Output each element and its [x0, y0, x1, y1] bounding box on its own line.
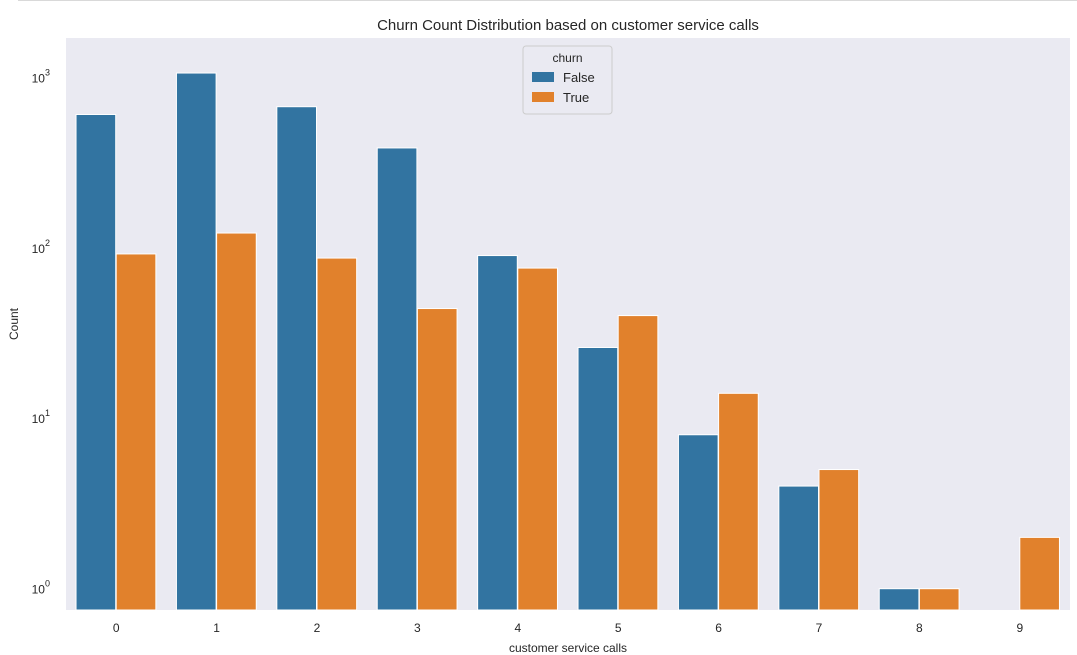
bar-true-0: [115, 253, 157, 611]
bar-true-7: [818, 469, 860, 611]
bar-false-4: [477, 255, 518, 611]
legend-label-false: False: [563, 70, 595, 85]
x-tick-label: 7: [816, 621, 823, 635]
chart-title: Churn Count Distribution based on custom…: [377, 17, 759, 34]
legend-swatch-false: [532, 72, 554, 82]
bar-false-1: [175, 72, 217, 611]
bar-true-2: [316, 257, 358, 611]
legend-items: False True: [532, 70, 595, 105]
x-tick-label: 9: [1016, 621, 1023, 635]
bar-true-6: [718, 392, 759, 611]
x-tick-label: 8: [916, 621, 923, 635]
bar-true-3: [416, 308, 458, 611]
x-tick-label: 5: [615, 621, 622, 635]
bar-true-9: [1019, 536, 1060, 611]
x-tick-label: 3: [414, 621, 421, 635]
y-axis-label: Count: [7, 307, 21, 340]
x-tick-label: 2: [314, 621, 321, 635]
x-axis-ticks: 0 1 2 3 4 5 6 7 8 9: [113, 621, 1024, 635]
y-tick-label: 102: [32, 238, 50, 256]
y-tick-label: 103: [32, 67, 50, 85]
legend-title: churn: [552, 51, 582, 65]
y-tick-label: 100: [32, 579, 50, 597]
bar-false-6: [677, 434, 719, 611]
bar-true-8: [918, 588, 960, 611]
x-tick-label: 4: [514, 621, 521, 635]
bar-true-4: [517, 267, 558, 611]
bar-false-5: [577, 346, 619, 611]
y-tick-label: 101: [32, 408, 50, 426]
top-divider: [18, 0, 1077, 1]
bars-layer: [75, 72, 1060, 611]
legend: churn False True: [522, 45, 613, 115]
legend-swatch-true: [532, 92, 554, 102]
legend-label-true: True: [563, 90, 589, 105]
bar-true-1: [216, 232, 257, 611]
x-tick-label: 1: [213, 621, 220, 635]
bar-false-0: [75, 113, 117, 611]
x-axis-label: customer service calls: [509, 641, 627, 655]
bar-false-7: [778, 485, 820, 611]
bar-true-5: [617, 315, 659, 611]
y-axis-ticks: 100 101 102 103: [32, 67, 50, 596]
bar-false-2: [276, 106, 317, 611]
x-tick-label: 6: [715, 621, 722, 635]
x-tick-label: 0: [113, 621, 120, 635]
bar-false-8: [878, 588, 920, 611]
bar-false-3: [376, 147, 418, 611]
